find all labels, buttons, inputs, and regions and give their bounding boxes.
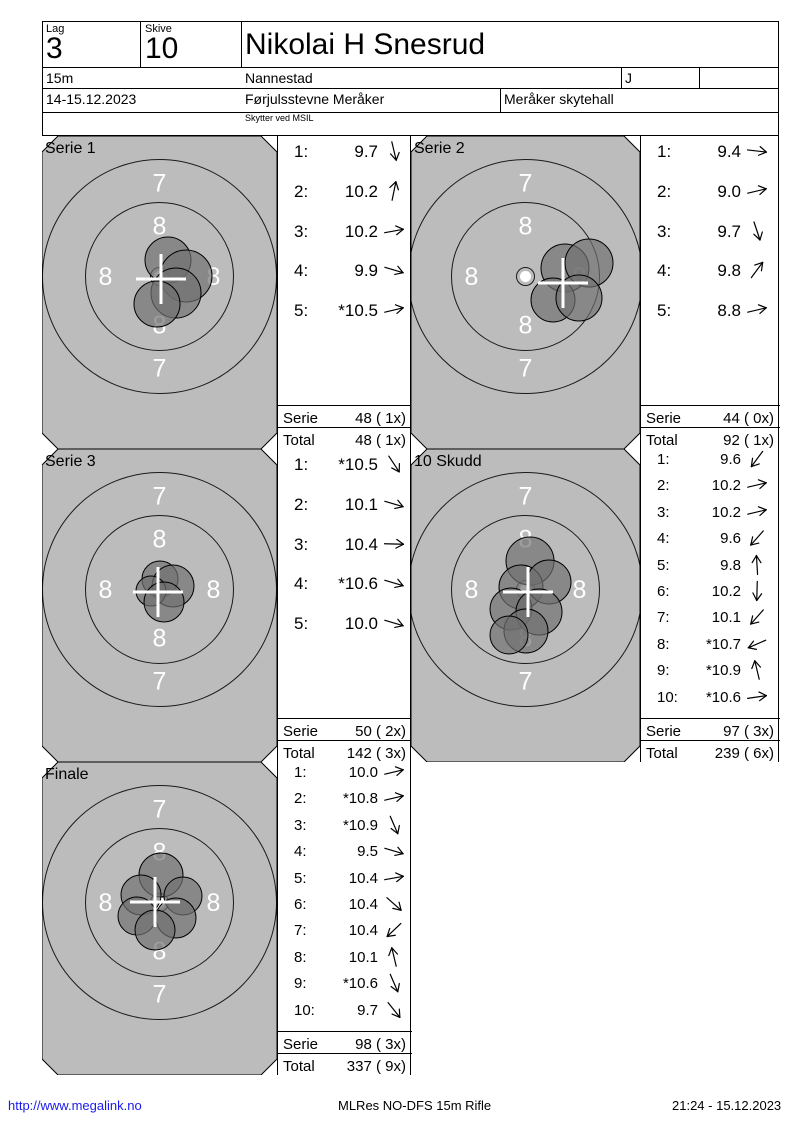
svg-text:8: 8 [153, 625, 167, 653]
svg-text:7: 7 [519, 355, 533, 383]
svg-text:8: 8 [99, 263, 113, 291]
svg-text:7: 7 [519, 668, 533, 696]
svg-text:7: 7 [153, 668, 167, 696]
svg-text:8: 8 [573, 576, 587, 604]
svg-text:8: 8 [207, 576, 221, 604]
svg-text:8: 8 [99, 889, 113, 917]
svg-text:8: 8 [465, 576, 479, 604]
svg-text:8: 8 [153, 213, 167, 241]
svg-text:7: 7 [153, 170, 167, 198]
svg-text:Serie 3: Serie 3 [45, 453, 96, 470]
svg-text:7: 7 [519, 170, 533, 198]
svg-text:10 Skudd: 10 Skudd [414, 453, 482, 470]
svg-text:8: 8 [207, 889, 221, 917]
svg-text:Finale: Finale [45, 766, 89, 783]
svg-text:Serie 2: Serie 2 [414, 140, 465, 157]
svg-text:8: 8 [519, 213, 533, 241]
svg-text:7: 7 [153, 981, 167, 1009]
svg-text:7: 7 [519, 483, 533, 511]
svg-text:8: 8 [153, 526, 167, 554]
svg-text:7: 7 [153, 483, 167, 511]
svg-text:7: 7 [153, 355, 167, 383]
svg-text:8: 8 [465, 263, 479, 291]
svg-text:8: 8 [519, 312, 533, 340]
svg-text:7: 7 [153, 796, 167, 824]
svg-text:8: 8 [99, 576, 113, 604]
svg-text:Serie 1: Serie 1 [45, 140, 96, 157]
